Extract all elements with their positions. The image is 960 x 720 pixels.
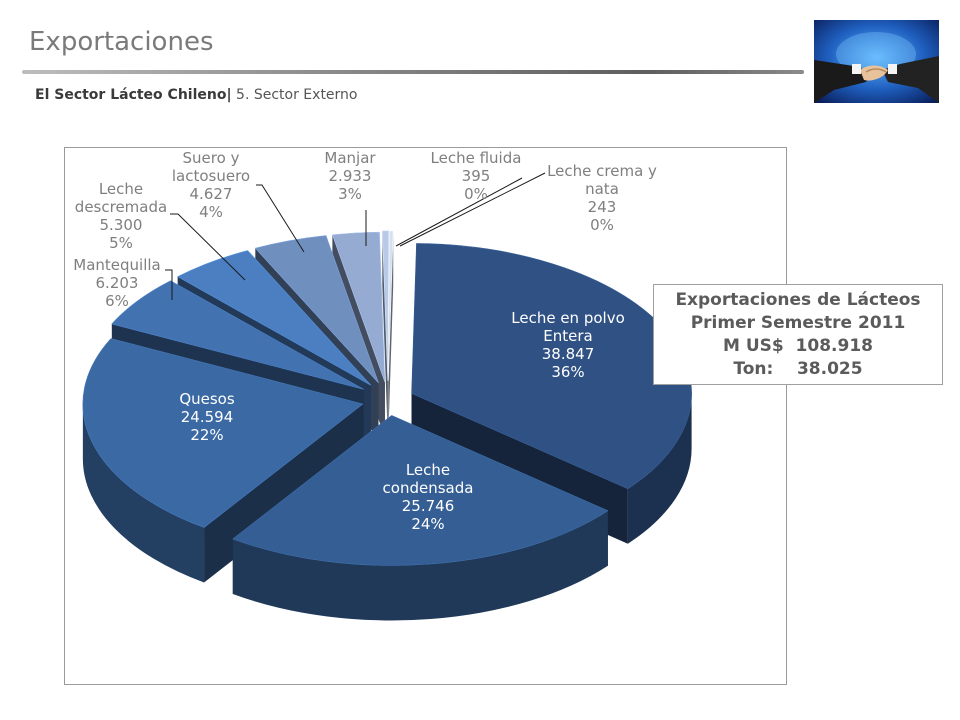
slice-leche-fluida-label: Leche fluida 395 0% — [431, 149, 522, 203]
slice-leche-condensada-label: Leche condensada 25.746 24% — [383, 461, 474, 533]
slice-leche-crema-y-nata-value: 243 — [588, 198, 617, 216]
summary-title: Exportaciones de Lácteos — [675, 290, 921, 310]
slice-suero-y-lactosuero — [254, 235, 379, 384]
slice-suero-y-lactosuero-value: 4.627 — [190, 185, 233, 203]
slice-manjar-value: 2.933 — [329, 167, 372, 185]
slice-leche-condensada-name: condensada — [383, 479, 474, 497]
subtitle-bold: El Sector Lácteo Chileno| — [35, 87, 232, 103]
slice-leche-descremada — [177, 250, 372, 386]
slice-leche-en-polvo-entera-value: 38.847 — [542, 345, 595, 363]
slice-leche-en-polvo-entera-label: Leche en polvo Entera 38.847 36% — [511, 309, 625, 381]
slice-quesos-percent: 22% — [190, 426, 223, 444]
slice-mantequilla — [111, 280, 364, 390]
slice-suero-y-lactosuero-label: Suero y lactosuero 4.627 4% — [172, 149, 250, 221]
slice-leche-fluida-side-start — [382, 230, 388, 436]
slice-quesos-name: Quesos — [179, 390, 235, 408]
slice-leche-fluida-percent: 0% — [464, 185, 488, 203]
slice-leche-fluida-leader — [395, 177, 523, 247]
slice-suero-y-lactosuero-name: lactosuero — [172, 167, 250, 185]
slice-leche-descremada-name: descremada — [75, 198, 167, 216]
slice-leche-fluida — [382, 230, 390, 381]
slice-manjar-label: Manjar 2.933 3% — [324, 149, 376, 203]
slice-leche-crema-y-nata-percent: 0% — [590, 216, 614, 234]
slice-leche-crema-y-nata-side-end — [388, 230, 394, 436]
slice-mantequilla-name: Mantequilla — [73, 256, 160, 274]
slice-quesos-wall — [82, 403, 205, 583]
slice-leche-en-polvo-entera-percent: 36% — [551, 363, 584, 381]
slice-leche-condensada-percent: 24% — [411, 515, 444, 533]
slice-suero-y-lactosuero-leader — [256, 184, 305, 253]
slice-leche-crema-y-nata-name: nata — [585, 180, 619, 198]
page-title: Exportaciones — [29, 27, 214, 57]
slice-leche-crema-y-nata-label: Leche crema y nata 243 0% — [547, 162, 657, 234]
slice-quesos-value: 24.594 — [181, 408, 234, 426]
slice-manjar — [331, 231, 386, 383]
slice-leche-descremada-percent: 5% — [109, 234, 133, 252]
slice-leche-descremada-label: Leche descremada 5.300 5% — [75, 180, 167, 252]
handshake-photo — [814, 20, 939, 103]
subtitle-section: 5. Sector Externo — [231, 87, 358, 103]
slice-leche-crema-y-nata-name: Leche crema y — [547, 162, 657, 180]
slice-manjar-percent: 3% — [338, 185, 362, 203]
slice-leche-descremada-name: Leche — [99, 180, 143, 198]
slice-leche-en-polvo-entera-name: Entera — [543, 327, 592, 345]
slice-leche-fluida-name: Leche fluida — [431, 149, 522, 167]
summary-value-musd: M US$ 108.918 — [723, 336, 873, 356]
slice-quesos — [82, 338, 364, 528]
slice-mantequilla-leader — [165, 269, 173, 300]
slice-suero-y-lactosuero-name: Suero y — [183, 149, 240, 167]
summary-value-ton: Ton: 38.025 — [733, 359, 863, 379]
slice-leche-descremada-value: 5.300 — [100, 216, 143, 234]
summary-box: Exportaciones de Lácteos Primer Semestre… — [653, 284, 943, 385]
slice-quesos-label: Quesos 24.594 22% — [179, 390, 235, 444]
title-divider — [22, 70, 804, 74]
slice-leche-condensada-name: Leche — [406, 461, 450, 479]
slice-leche-fluida-value: 395 — [462, 167, 491, 185]
slice-leche-crema-y-nata-leader — [399, 172, 546, 247]
chart-frame — [64, 147, 787, 685]
slice-leche-en-polvo-entera-wall — [627, 393, 692, 544]
summary-period: Primer Semestre 2011 — [690, 313, 906, 333]
slice-leche-condensada — [232, 415, 609, 566]
slice-mantequilla-value: 6.203 — [96, 274, 139, 292]
slice-leche-en-polvo-entera-name: Leche en polvo — [511, 309, 625, 327]
slice-suero-y-lactosuero-percent: 4% — [199, 203, 223, 221]
slice-leche-crema-y-nata — [388, 230, 394, 381]
slice-mantequilla-percent: 6% — [105, 292, 129, 310]
slice-leche-condensada-wall — [232, 510, 608, 621]
section-subtitle: El Sector Lácteo Chileno| 5. Sector Exte… — [35, 87, 358, 103]
slice-leche-descremada-leader — [170, 213, 246, 281]
slice-mantequilla-label: Mantequilla 6.203 6% — [73, 256, 160, 310]
slice-leche-condensada-value: 25.746 — [402, 497, 455, 515]
slice-manjar-name: Manjar — [324, 149, 376, 167]
